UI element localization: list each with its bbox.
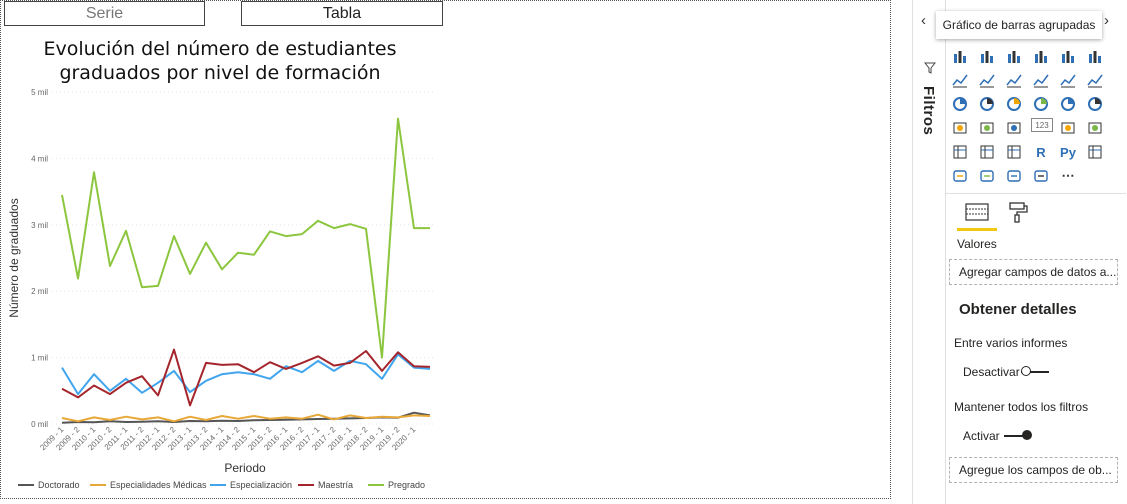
divider xyxy=(946,193,1126,194)
line-chart[interactable]: Evolución del número de estudiantes grad… xyxy=(0,30,445,498)
pane-divider xyxy=(912,0,913,504)
chart-title-line2: graduados por nivel de formación xyxy=(59,62,380,84)
line-clustered-column-icon[interactable] xyxy=(1031,70,1051,90)
pie-icon[interactable] xyxy=(1031,94,1051,114)
smart-narrative-icon[interactable] xyxy=(1004,166,1024,186)
x-axis-label: Periodo xyxy=(224,461,266,475)
kpi-icon[interactable] xyxy=(1085,118,1105,138)
scatter-icon[interactable] xyxy=(1004,94,1024,114)
legend-item[interactable]: Pregrado xyxy=(388,480,425,490)
stacked-column-icon[interactable] xyxy=(977,46,997,66)
series-line-especializaci-n[interactable] xyxy=(61,353,431,396)
ribbon-chart-icon[interactable] xyxy=(1085,70,1105,90)
valores-field-well[interactable]: Agregar campos de datos a... xyxy=(949,259,1118,285)
stacked-area-icon[interactable] xyxy=(1004,70,1024,90)
waterfall-icon[interactable] xyxy=(950,94,970,114)
chevron-left-icon[interactable]: ‹ xyxy=(921,12,926,29)
donut-icon[interactable] xyxy=(1058,94,1078,114)
matrix-icon[interactable] xyxy=(1004,142,1024,162)
stacked-bar-icon[interactable] xyxy=(950,46,970,66)
series-line-especialidades-m-dicas[interactable] xyxy=(61,413,431,423)
drillthrough-field-well[interactable]: Agregue los campos de ob... xyxy=(949,457,1118,483)
qna-icon[interactable] xyxy=(977,166,997,186)
legend-item[interactable]: Maestría xyxy=(318,480,353,490)
slicer-icon[interactable] xyxy=(950,142,970,162)
legend-item[interactable]: Especialización xyxy=(230,480,292,490)
activar-label: Activar xyxy=(963,429,1000,443)
line-stacked-column-icon[interactable] xyxy=(1058,70,1078,90)
chart-title-line1: Evolución del número de estudiantes xyxy=(44,38,397,60)
python-visual-icon[interactable]: Py xyxy=(1060,144,1076,160)
format-paint-roller-icon[interactable] xyxy=(1006,200,1030,224)
legend-item[interactable]: Especialidades Médicas xyxy=(110,480,207,490)
y-tick-label: 5 mil xyxy=(31,88,48,97)
filter-icon xyxy=(923,62,937,77)
entre-varios-informes-label: Entre varios informes xyxy=(954,336,1068,350)
cross-report-toggle[interactable] xyxy=(1021,366,1049,378)
visual-tooltip: Gráfico de barras agrupadas xyxy=(936,11,1102,39)
tabla-button[interactable]: Tabla xyxy=(241,1,443,26)
decomposition-tree-icon[interactable] xyxy=(950,166,970,186)
chevron-right-icon[interactable]: › xyxy=(1104,12,1109,29)
series-line-pregrado[interactable] xyxy=(61,117,430,359)
area-chart-icon[interactable] xyxy=(977,70,997,90)
more-visuals-icon[interactable]: ⋯ xyxy=(1061,168,1075,183)
series-line-maestr-a[interactable] xyxy=(61,348,431,407)
100-stacked-column-icon[interactable] xyxy=(1085,46,1105,66)
obtener-detalles-heading: Obtener detalles xyxy=(959,301,1077,318)
filters-pane-collapsed[interactable] xyxy=(913,0,945,504)
keep-filters-toggle[interactable] xyxy=(1004,430,1032,442)
key-influencers-icon[interactable] xyxy=(1085,142,1105,162)
filtros-label[interactable]: Filtros xyxy=(920,86,937,136)
y-tick-label: 2 mil xyxy=(31,287,48,296)
multi-row-card-icon[interactable] xyxy=(1058,118,1078,138)
y-tick-label: 4 mil xyxy=(31,154,48,163)
100-stacked-bar-icon[interactable] xyxy=(1058,46,1078,66)
filled-map-icon[interactable] xyxy=(977,118,997,138)
map-icon[interactable] xyxy=(950,118,970,138)
r-visual-icon[interactable]: R xyxy=(1036,144,1046,160)
y-tick-label: 3 mil xyxy=(31,221,48,230)
active-tab-indicator xyxy=(957,228,997,231)
y-tick-label: 1 mil xyxy=(31,354,48,363)
valores-label: Valores xyxy=(957,237,997,251)
clustered-bar-icon[interactable] xyxy=(1004,46,1024,66)
clustered-column-icon[interactable] xyxy=(1031,46,1051,66)
card-icon[interactable]: 123 xyxy=(1031,118,1053,132)
table-icon[interactable] xyxy=(977,142,997,162)
report-canvas xyxy=(0,0,891,499)
serie-button[interactable]: Serie xyxy=(4,1,205,26)
mantener-filtros-label: Mantener todos los filtros xyxy=(954,400,1089,414)
desactivar-label: Desactivar xyxy=(963,365,1020,379)
line-chart-icon[interactable] xyxy=(950,70,970,90)
visualizations-pane xyxy=(945,0,1127,504)
y-axis-label: Número de graduados xyxy=(7,198,21,317)
legend-item[interactable]: Doctorado xyxy=(38,480,80,490)
fields-tab-icon[interactable] xyxy=(963,200,991,224)
power-apps-icon[interactable] xyxy=(1031,166,1051,186)
y-tick-label: 0 mil xyxy=(31,420,48,429)
treemap-icon[interactable] xyxy=(1085,94,1105,114)
gauge-icon[interactable] xyxy=(1004,118,1024,138)
funnel-icon[interactable] xyxy=(977,94,997,114)
